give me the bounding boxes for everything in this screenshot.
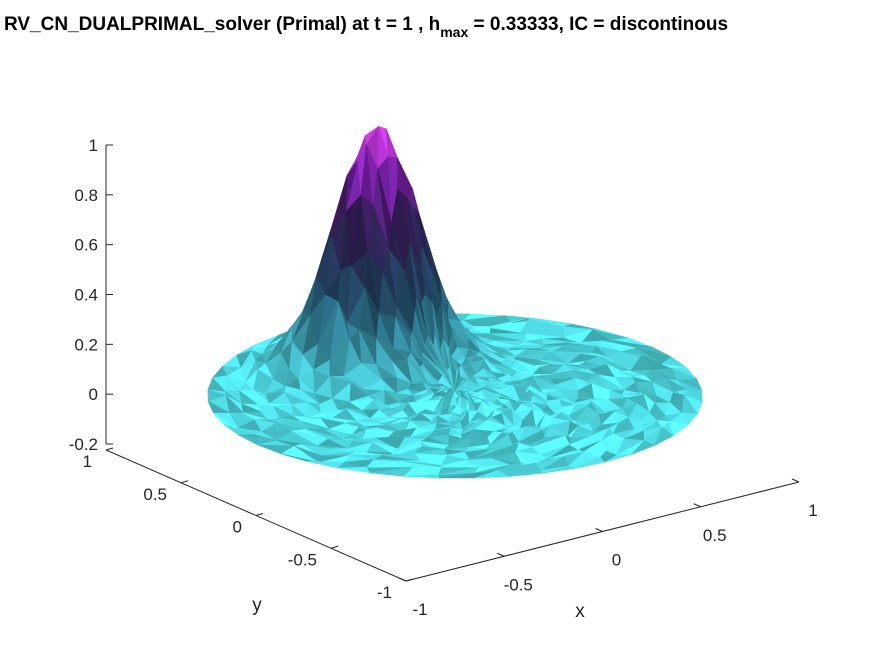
surface-facet bbox=[447, 302, 459, 321]
x-tick-mark bbox=[497, 552, 505, 557]
y-tick-mark bbox=[330, 545, 339, 549]
z-axis: -0.2 0 0.2 0.4 0.6 0.8 1 bbox=[69, 136, 113, 454]
y-tick-label: -0.5 bbox=[288, 550, 317, 569]
z-tick-label: 0 bbox=[89, 385, 98, 404]
y-tick-mark bbox=[105, 447, 114, 451]
y-tick-label: 0 bbox=[233, 518, 242, 537]
chart-title: RV_CN_DUALPRIMAL_solver (Primal) at t = … bbox=[4, 14, 728, 40]
y-tick-mark bbox=[255, 513, 264, 516]
z-tick-label: 0.8 bbox=[74, 186, 98, 205]
x-tick-mark bbox=[791, 478, 800, 483]
y-tick-label: 1 bbox=[83, 452, 92, 471]
x-tick-mark bbox=[398, 577, 407, 582]
y-axis-label: y bbox=[252, 595, 262, 616]
surface-facet bbox=[669, 421, 689, 437]
surface-facet bbox=[385, 128, 398, 159]
y-axis: -1 -0.5 0 0.5 1 y bbox=[83, 447, 414, 616]
z-tick-label: 0.6 bbox=[74, 236, 98, 255]
surface-facet bbox=[604, 454, 632, 463]
y-tick-label: -1 bbox=[377, 583, 392, 602]
x-tick-mark bbox=[595, 528, 603, 532]
surface-facet bbox=[338, 466, 372, 474]
title-rest: = 0.33333, IC = discontinous bbox=[468, 14, 728, 35]
z-tick-label: 0.2 bbox=[74, 335, 98, 354]
surface-facet bbox=[631, 440, 656, 455]
title-subscript: max bbox=[440, 24, 468, 40]
z-tick-label: 1 bbox=[89, 136, 98, 155]
x-tick-label: 0.5 bbox=[703, 526, 727, 545]
x-tick-label: 1 bbox=[808, 501, 817, 520]
x-axis: -1 -0.5 0 0.5 1 x bbox=[398, 478, 818, 622]
x-tick-label: -1 bbox=[412, 600, 427, 619]
z-tick-label: 0.4 bbox=[74, 286, 98, 305]
x-tick-mark bbox=[693, 503, 701, 508]
x-tick-label: -0.5 bbox=[504, 575, 533, 594]
title-main: RV_CN_DUALPRIMAL_solver (Primal) at t = … bbox=[4, 14, 440, 35]
x-tick-label: 0 bbox=[612, 551, 621, 570]
surface-plot bbox=[207, 125, 703, 479]
surface-facet bbox=[442, 371, 456, 392]
surface-facet bbox=[653, 426, 674, 447]
surface-facet bbox=[681, 412, 699, 426]
x-axis-label: x bbox=[575, 601, 585, 622]
z-tick-label: -0.2 bbox=[69, 435, 98, 454]
y-tick-label: 0.5 bbox=[143, 485, 167, 504]
y-tick-mark bbox=[180, 480, 189, 484]
